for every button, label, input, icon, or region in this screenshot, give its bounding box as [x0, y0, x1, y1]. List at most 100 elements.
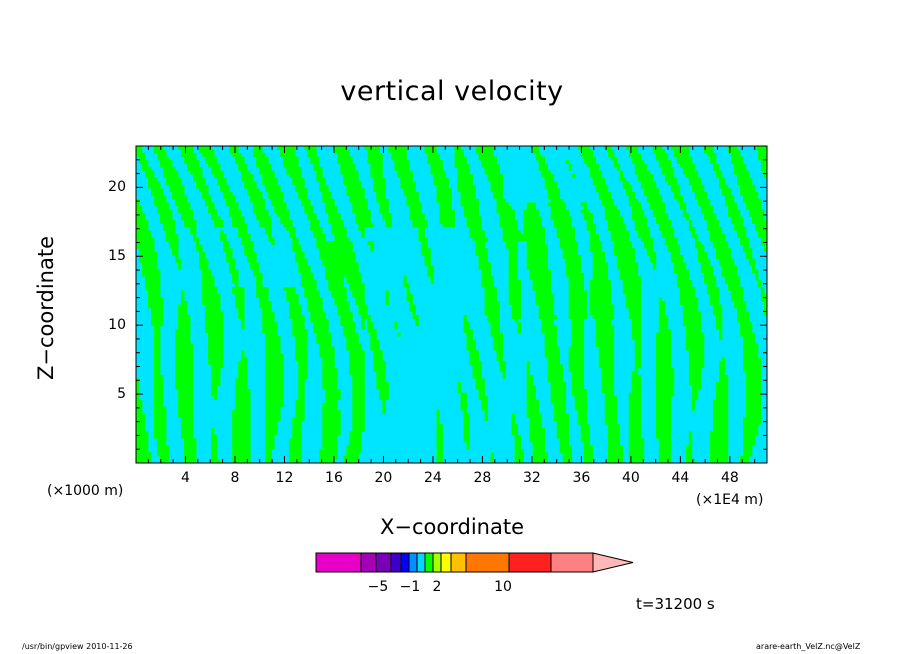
positive-cell — [175, 332, 191, 337]
positive-cell — [526, 399, 540, 404]
positive-cell — [628, 195, 636, 200]
positive-cell — [322, 420, 341, 425]
positive-cell — [715, 251, 732, 256]
positive-cell — [301, 198, 311, 203]
positive-cell — [745, 413, 762, 418]
positive-cell — [136, 413, 146, 418]
positive-cell — [298, 262, 308, 267]
positive-cell — [349, 367, 365, 372]
positive-cell — [262, 318, 275, 323]
positive-cell — [691, 406, 696, 411]
colorbar-swatch — [440, 552, 452, 573]
positive-cell — [730, 156, 744, 161]
positive-cell — [346, 336, 359, 341]
positive-cell — [589, 297, 612, 302]
positive-cell — [604, 420, 618, 425]
positive-cell — [589, 286, 612, 291]
positive-cell — [370, 332, 377, 337]
positive-cell — [580, 431, 591, 436]
positive-cell — [265, 424, 278, 429]
positive-cell — [343, 459, 359, 463]
positive-cell — [424, 255, 431, 260]
positive-cell — [322, 198, 335, 203]
positive-cell — [232, 420, 251, 425]
positive-cell — [754, 272, 759, 277]
positive-cell — [715, 255, 732, 260]
positive-cell — [265, 448, 272, 453]
positive-cell — [580, 438, 591, 443]
positive-cell — [484, 293, 497, 298]
positive-cell — [289, 455, 302, 460]
positive-cell — [175, 329, 191, 334]
positive-cell — [736, 315, 750, 319]
positive-cell — [376, 385, 389, 390]
positive-cell — [460, 195, 476, 200]
positive-cell — [322, 378, 338, 383]
positive-cell — [637, 234, 651, 238]
positive-cell — [469, 227, 482, 231]
positive-cell — [760, 290, 765, 295]
positive-cell — [325, 272, 362, 277]
positive-cell — [691, 184, 705, 189]
positive-cell — [136, 205, 143, 210]
positive-cell — [436, 434, 443, 439]
positive-cell — [601, 389, 615, 393]
positive-cell — [607, 153, 615, 157]
positive-cell — [463, 209, 479, 214]
positive-cell — [493, 191, 503, 196]
positive-cell — [262, 181, 278, 186]
colorbar-tick-label: 10 — [494, 579, 512, 595]
positive-cell — [232, 223, 248, 228]
positive-cell — [595, 329, 615, 334]
positive-cell — [313, 167, 323, 172]
positive-cell — [718, 360, 726, 365]
positive-cell — [235, 300, 245, 305]
positive-cell — [607, 149, 615, 154]
positive-cell — [721, 191, 732, 196]
positive-cell — [205, 156, 218, 161]
positive-cell — [241, 241, 254, 246]
positive-cell — [670, 184, 681, 189]
positive-cell — [742, 448, 753, 453]
positive-cell — [412, 311, 416, 316]
positive-cell — [628, 434, 642, 439]
positive-cell — [361, 325, 365, 330]
positive-cell — [640, 184, 657, 189]
positive-cell — [208, 353, 224, 358]
positive-cell — [346, 339, 359, 344]
positive-cell — [550, 396, 567, 400]
positive-cell — [214, 174, 224, 179]
positive-cell — [580, 149, 594, 154]
positive-cell — [337, 311, 353, 316]
positive-cell — [745, 371, 762, 376]
positive-cell — [370, 244, 374, 249]
positive-cell — [370, 346, 380, 351]
positive-cell — [436, 417, 440, 422]
positive-cell — [469, 360, 482, 365]
y-tick-label: 15 — [108, 248, 126, 265]
positive-cell — [235, 381, 248, 386]
positive-cell — [457, 188, 476, 193]
positive-cell — [235, 385, 248, 390]
positive-cell — [631, 381, 642, 386]
positive-cell — [265, 374, 284, 379]
positive-cell — [253, 146, 263, 150]
positive-cell — [655, 357, 672, 362]
positive-cell — [154, 346, 161, 351]
positive-cell — [235, 392, 251, 397]
positive-cell — [175, 202, 191, 207]
positive-cell — [490, 459, 494, 463]
positive-cell — [655, 216, 669, 221]
positive-cell — [568, 293, 588, 298]
positive-cell — [190, 170, 203, 175]
positive-cell — [547, 367, 564, 372]
positive-cell — [556, 230, 576, 235]
positive-cell — [295, 410, 305, 415]
positive-cell — [727, 212, 741, 217]
positive-cell — [712, 304, 723, 309]
positive-cell — [751, 219, 767, 224]
positive-cell — [658, 297, 663, 302]
positive-cell — [307, 153, 317, 157]
positive-cell — [550, 216, 573, 221]
positive-cell — [205, 198, 212, 203]
